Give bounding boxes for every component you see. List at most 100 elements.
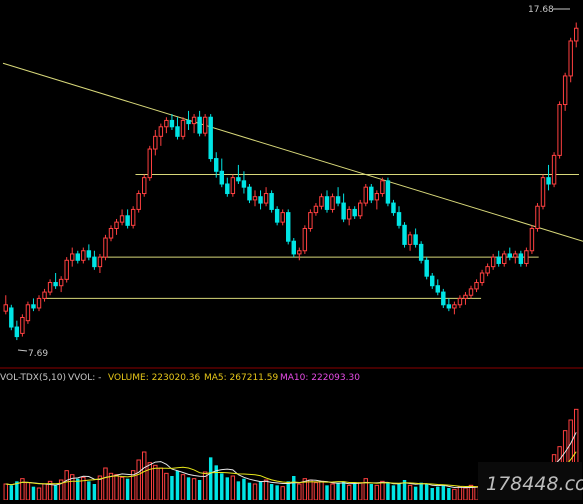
- candle-body-down: [335, 196, 341, 204]
- candle-body-down: [169, 119, 175, 128]
- candle-body-up: [358, 202, 363, 217]
- candle-body-up: [280, 212, 285, 223]
- indicator-volume: VOLUME: 223020.36: [108, 373, 201, 383]
- volume-bar-up: [108, 472, 114, 501]
- candle-body-up: [153, 135, 158, 150]
- candle-body-up: [108, 228, 114, 239]
- candle-body-up: [479, 272, 485, 284]
- volume-bar-down: [447, 488, 451, 500]
- candle-body-down: [214, 158, 219, 172]
- candle-body-down: [225, 183, 230, 195]
- candle-body-down: [286, 212, 291, 242]
- candle-body-up: [58, 278, 64, 287]
- volume-bar-up: [319, 480, 324, 501]
- candle-body-up: [130, 208, 136, 226]
- volume-bar-up: [463, 487, 468, 501]
- volume-bar-up: [36, 487, 42, 501]
- candle-body-up: [346, 208, 352, 220]
- candle-body-up: [64, 259, 69, 280]
- candle-body-down: [219, 170, 224, 185]
- candle-body-up: [468, 288, 474, 296]
- volume-bar-up: [3, 483, 8, 501]
- candle-body-down: [424, 259, 429, 277]
- candle-body-down: [291, 240, 296, 255]
- candle-body-up: [142, 177, 147, 195]
- candle-body-up: [114, 221, 119, 229]
- volume-bar-down: [292, 476, 296, 500]
- candle-body-down: [402, 224, 407, 245]
- volume-bar-down: [31, 486, 36, 500]
- price-low-label: 7.69: [28, 349, 48, 359]
- candle-body-down: [391, 202, 396, 214]
- candle-body-down: [269, 193, 274, 210]
- volume-bar-up: [64, 470, 69, 501]
- candle-body-down: [435, 285, 440, 293]
- candle-body-up: [20, 317, 25, 334]
- volume-bar-up: [263, 479, 269, 501]
- volume-bar-up: [407, 484, 413, 501]
- candle-body-up: [47, 282, 53, 293]
- volume-bar-up: [452, 488, 457, 501]
- candle-body-down: [92, 256, 97, 268]
- volume-bar-down: [397, 484, 401, 500]
- candle-body-up: [147, 148, 152, 179]
- candle-body-down: [247, 186, 252, 201]
- candle-body-up: [452, 304, 457, 309]
- candle-body-up: [302, 228, 308, 252]
- candle-body-up: [36, 297, 42, 309]
- trend-line: [2, 62, 583, 242]
- candle-body-up: [119, 215, 125, 223]
- volume-bar-up: [474, 486, 479, 501]
- candle-body-up: [25, 304, 31, 322]
- candle-body-up: [81, 250, 86, 261]
- volume-bar-up: [230, 475, 236, 501]
- candle-body-up: [562, 75, 568, 106]
- volume-bar-up: [358, 482, 363, 501]
- volume-bar-down: [76, 478, 80, 500]
- volume-bar-up: [280, 486, 285, 501]
- volume-bar-up: [153, 464, 158, 501]
- candle-body-down: [441, 291, 446, 306]
- candle-body-up: [263, 193, 269, 204]
- volume-bar-up: [42, 483, 47, 501]
- watermark: 178448.com: [478, 462, 583, 500]
- volume-bar-down: [386, 482, 390, 500]
- candle-body-up: [313, 205, 319, 214]
- volume-bar-down: [391, 485, 396, 500]
- volume-bar-down: [419, 482, 423, 500]
- candle-body-up: [136, 193, 141, 210]
- volume-bar-down: [430, 488, 434, 500]
- candle-body-down: [75, 253, 80, 261]
- volume-bar-up: [103, 467, 108, 501]
- volume-bar-down: [236, 481, 241, 500]
- volume-bar-down: [53, 485, 58, 500]
- candle-body-down: [413, 234, 418, 245]
- candle-body-down: [9, 307, 14, 328]
- candle-body-down: [430, 275, 435, 287]
- price-panel: [2, 22, 583, 341]
- volume-bar-up: [119, 476, 125, 501]
- volume-bar-down: [336, 482, 340, 500]
- candle-body-down: [496, 256, 501, 264]
- candle-body-up: [164, 119, 169, 128]
- candle-body-up: [463, 294, 468, 299]
- volume-bar-up: [114, 474, 119, 501]
- volume-bar-down: [87, 481, 91, 500]
- volume-bar-down: [352, 484, 357, 500]
- volume-bar-up: [363, 478, 368, 501]
- volume-bar-down: [413, 486, 418, 500]
- candle-body-up: [457, 297, 463, 306]
- candle-body-up: [557, 104, 562, 156]
- volume-bar-down: [214, 465, 218, 500]
- volume-bar-down: [269, 484, 274, 500]
- candle-body-down: [396, 212, 402, 226]
- candle-body-down: [369, 186, 374, 201]
- candle-body-up: [319, 196, 324, 207]
- volume-bar-down: [92, 484, 97, 500]
- volume-bar-down: [369, 484, 374, 500]
- candle-body-down: [175, 126, 180, 137]
- indicator-ma10: MA10: 222093.30: [280, 373, 360, 383]
- candle-body-down: [86, 250, 92, 258]
- candle-body-down: [352, 208, 357, 217]
